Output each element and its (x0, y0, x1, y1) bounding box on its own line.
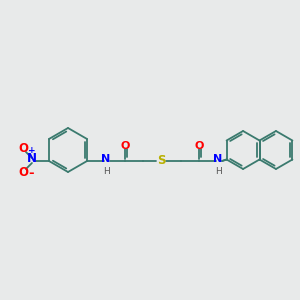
Text: O: O (194, 141, 204, 151)
Text: O: O (18, 142, 28, 154)
Text: N: N (213, 154, 223, 164)
Text: N: N (101, 154, 111, 164)
Text: S: S (157, 154, 165, 166)
Text: H: H (103, 167, 110, 176)
Text: N: N (27, 152, 37, 166)
Text: H: H (215, 167, 221, 176)
Text: O: O (120, 141, 130, 151)
Text: +: + (28, 146, 36, 155)
Text: -: - (28, 167, 34, 181)
Text: O: O (18, 167, 28, 179)
